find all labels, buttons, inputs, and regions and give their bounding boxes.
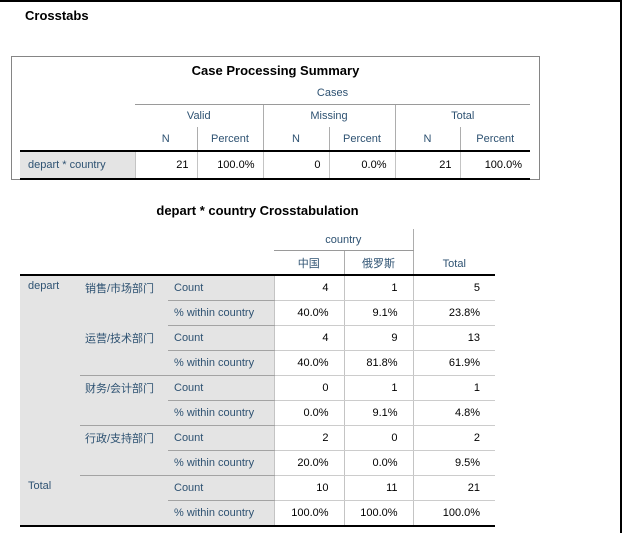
crosstab-grid: country Total 中国 俄罗斯 depart 销售/市场部门 Coun…	[20, 229, 496, 527]
crosstab-title: depart * country Crosstabulation	[156, 203, 359, 218]
stat-label: Count	[168, 475, 275, 501]
pct-china: 40.0%	[273, 300, 345, 326]
count-total: 13	[412, 325, 496, 351]
stat-label: Count	[168, 375, 275, 401]
cps-row-label: depart * country	[20, 150, 135, 180]
cps-col-percent-missing: Percent	[328, 127, 395, 151]
total-count-russia: 11	[343, 475, 414, 501]
pct-russia: 0.0%	[343, 450, 414, 476]
stat-label: % within country	[168, 400, 275, 426]
cps-group-total: Total	[394, 104, 530, 127]
count-total: 1	[412, 375, 496, 401]
pane-top-border	[0, 0, 622, 2]
count-russia: 9	[343, 325, 414, 351]
pct-china: 0.0%	[273, 400, 345, 426]
pct-russia: 81.8%	[343, 350, 414, 376]
crosstab-col-russia: 俄罗斯	[343, 250, 414, 276]
cps-missing-n: 0	[262, 150, 329, 180]
cps-valid-percent: 100.0%	[196, 150, 263, 180]
cps-cases-header: Cases	[135, 82, 530, 105]
cps-col-percent-valid: Percent	[196, 127, 263, 151]
pct-china: 40.0%	[273, 350, 345, 376]
output-heading-crosstabs: Crosstabs	[25, 8, 89, 23]
crosstabulation-table[interactable]: depart * country Crosstabulation country…	[20, 203, 496, 527]
pct-russia: 9.1%	[343, 300, 414, 326]
dept-label-ops: 运营/技术部门	[80, 325, 168, 376]
total-count-total: 21	[412, 475, 496, 501]
count-russia: 0	[343, 425, 414, 451]
crosstab-country-header: country	[274, 229, 414, 251]
cps-total-n: 21	[394, 150, 460, 180]
total-count-china: 10	[273, 475, 345, 501]
count-total: 5	[412, 275, 496, 301]
cps-missing-percent: 0.0%	[328, 150, 395, 180]
total-pct-russia: 100.0%	[343, 500, 414, 527]
stat-label: % within country	[168, 500, 275, 527]
total-pct-china: 100.0%	[273, 500, 345, 527]
crosstab-rowvar-label: depart	[20, 275, 80, 476]
cps-col-percent-total: Percent	[459, 127, 530, 151]
crosstab-col-china: 中国	[274, 250, 345, 276]
pct-russia: 9.1%	[343, 400, 414, 426]
crosstab-corner-cell	[20, 229, 274, 251]
count-china: 0	[273, 375, 345, 401]
case-processing-summary-table[interactable]: Case Processing Summary Cases Valid Miss…	[11, 56, 540, 180]
cps-grid: Cases Valid Missing Total N Percent N Pe…	[20, 82, 530, 180]
dept-label-finance: 财务/会计部门	[80, 375, 168, 426]
pct-total: 61.9%	[412, 350, 496, 376]
count-total: 2	[412, 425, 496, 451]
crosstab-total-row-label: Total	[20, 475, 168, 527]
pct-total: 9.5%	[412, 450, 496, 476]
pane-right-border	[620, 0, 622, 533]
count-russia: 1	[343, 375, 414, 401]
count-china: 2	[273, 425, 345, 451]
stat-label: % within country	[168, 350, 275, 376]
cps-title: Case Processing Summary	[191, 63, 360, 78]
cps-group-valid: Valid	[186, 110, 211, 122]
count-china: 4	[273, 275, 345, 301]
count-russia: 1	[343, 275, 414, 301]
cps-col-n-missing: N	[262, 127, 329, 151]
pct-total: 4.8%	[412, 400, 496, 426]
count-china: 4	[273, 325, 345, 351]
cps-corner-cell	[20, 82, 135, 105]
cps-group-missing: Missing	[262, 104, 395, 127]
stat-label: Count	[168, 275, 275, 301]
cps-total-percent: 100.0%	[459, 150, 530, 180]
cps-col-n-valid: N	[161, 132, 170, 145]
dept-label-admin: 行政/支持部门	[80, 425, 168, 476]
stat-label: % within country	[168, 300, 275, 326]
stat-label: Count	[168, 425, 275, 451]
pct-total: 23.8%	[412, 300, 496, 326]
stat-label: Count	[168, 325, 275, 351]
dept-label-sales: 销售/市场部门	[80, 275, 168, 326]
cps-valid-n: 21	[134, 150, 197, 180]
cps-col-n-total: N	[394, 127, 460, 151]
stat-label: % within country	[168, 450, 275, 476]
pct-china: 20.0%	[273, 450, 345, 476]
crosstab-total-col-header: Total	[412, 229, 496, 276]
total-pct-total: 100.0%	[412, 500, 496, 527]
